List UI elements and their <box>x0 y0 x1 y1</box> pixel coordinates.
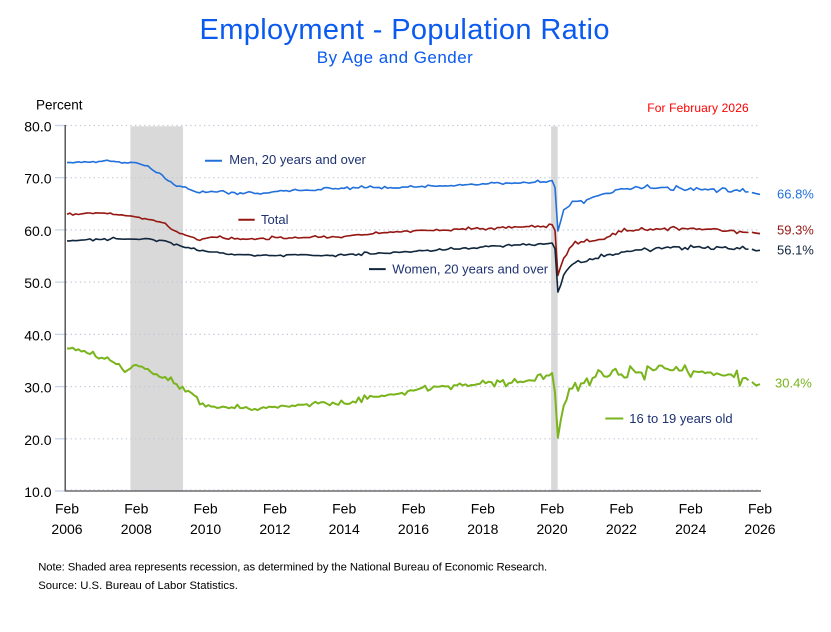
svg-text:Total: Total <box>261 212 289 227</box>
svg-text:Feb: Feb <box>748 501 772 517</box>
svg-text:50.0: 50.0 <box>24 275 51 291</box>
svg-text:Feb: Feb <box>679 501 703 517</box>
svg-text:Feb: Feb <box>124 501 148 517</box>
svg-text:Feb: Feb <box>401 501 425 517</box>
svg-text:Feb: Feb <box>194 501 218 517</box>
svg-text:2022: 2022 <box>606 521 637 537</box>
svg-text:2024: 2024 <box>675 521 706 537</box>
svg-text:Men, 20 years and over: Men, 20 years and over <box>229 152 366 167</box>
svg-text:Source: U.S. Bureau of Labor S: Source: U.S. Bureau of Labor Statistics. <box>38 580 238 592</box>
svg-text:Feb: Feb <box>540 501 564 517</box>
svg-text:10.0: 10.0 <box>24 484 51 500</box>
svg-text:Percent: Percent <box>36 97 83 112</box>
svg-text:2006: 2006 <box>51 521 82 537</box>
svg-text:Feb: Feb <box>471 501 495 517</box>
svg-text:2020: 2020 <box>537 521 568 537</box>
svg-text:Feb: Feb <box>609 501 633 517</box>
svg-text:Feb: Feb <box>55 501 79 517</box>
svg-text:70.0: 70.0 <box>24 171 51 187</box>
svg-text:16 to 19 years old: 16 to 19 years old <box>629 411 732 426</box>
svg-text:By Age and Gender: By Age and Gender <box>317 48 473 67</box>
svg-text:For February 2026: For February 2026 <box>647 101 749 115</box>
svg-text:Feb: Feb <box>332 501 356 517</box>
svg-text:2014: 2014 <box>329 521 360 537</box>
svg-text:2008: 2008 <box>121 521 152 537</box>
svg-text:2026: 2026 <box>744 521 775 537</box>
svg-text:Feb: Feb <box>263 501 287 517</box>
svg-text:56.1%: 56.1% <box>777 243 814 258</box>
svg-text:60.0: 60.0 <box>24 223 51 239</box>
svg-text:Employment - Population Ratio: Employment - Population Ratio <box>200 14 610 46</box>
svg-text:Women, 20 years and over: Women, 20 years and over <box>392 262 549 277</box>
svg-text:40.0: 40.0 <box>24 327 51 343</box>
svg-text:59.3%: 59.3% <box>777 222 814 237</box>
svg-text:30.0: 30.0 <box>24 380 51 396</box>
svg-text:Note: Shaded area represents r: Note: Shaded area represents recession, … <box>38 561 547 573</box>
svg-text:2010: 2010 <box>190 521 221 537</box>
svg-text:2018: 2018 <box>467 521 498 537</box>
svg-text:20.0: 20.0 <box>24 432 51 448</box>
svg-text:66.8%: 66.8% <box>777 187 814 202</box>
svg-text:30.4%: 30.4% <box>775 376 812 391</box>
svg-text:2016: 2016 <box>398 521 429 537</box>
svg-text:2012: 2012 <box>259 521 290 537</box>
svg-text:80.0: 80.0 <box>24 119 51 135</box>
